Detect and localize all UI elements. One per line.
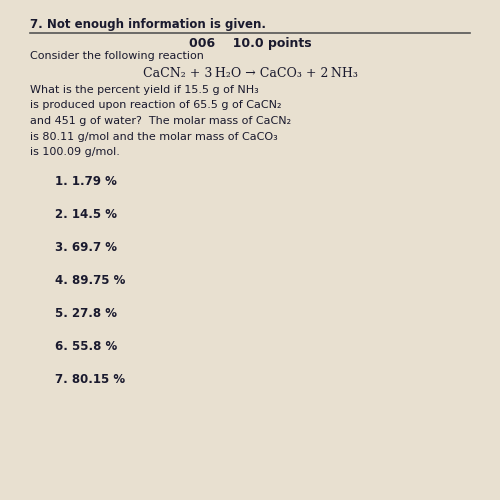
Text: CaCN₂ + 3 H₂O → CaCO₃ + 2 NH₃: CaCN₂ + 3 H₂O → CaCO₃ + 2 NH₃ <box>142 67 358 80</box>
Text: 7. 80.15 %: 7. 80.15 % <box>55 373 125 386</box>
Text: What is the percent yield if 15.5 g of NH₃: What is the percent yield if 15.5 g of N… <box>30 85 259 95</box>
Text: 6. 55.8 %: 6. 55.8 % <box>55 340 117 353</box>
Text: and 451 g of water?  The molar mass of CaCN₂: and 451 g of water? The molar mass of Ca… <box>30 116 291 126</box>
Text: Consider the following reaction: Consider the following reaction <box>30 51 204 61</box>
Text: 5. 27.8 %: 5. 27.8 % <box>55 307 117 320</box>
Text: 4. 89.75 %: 4. 89.75 % <box>55 274 126 287</box>
Text: 2. 14.5 %: 2. 14.5 % <box>55 208 117 221</box>
Text: 3. 69.7 %: 3. 69.7 % <box>55 241 117 254</box>
Text: 1. 1.79 %: 1. 1.79 % <box>55 175 117 188</box>
Text: 006    10.0 points: 006 10.0 points <box>188 37 312 50</box>
Text: is produced upon reaction of 65.5 g of CaCN₂: is produced upon reaction of 65.5 g of C… <box>30 100 281 110</box>
Text: is 100.09 g/mol.: is 100.09 g/mol. <box>30 147 120 157</box>
Text: is 80.11 g/mol and the molar mass of CaCO₃: is 80.11 g/mol and the molar mass of CaC… <box>30 132 278 141</box>
Text: 7. Not enough information is given.: 7. Not enough information is given. <box>30 18 266 31</box>
